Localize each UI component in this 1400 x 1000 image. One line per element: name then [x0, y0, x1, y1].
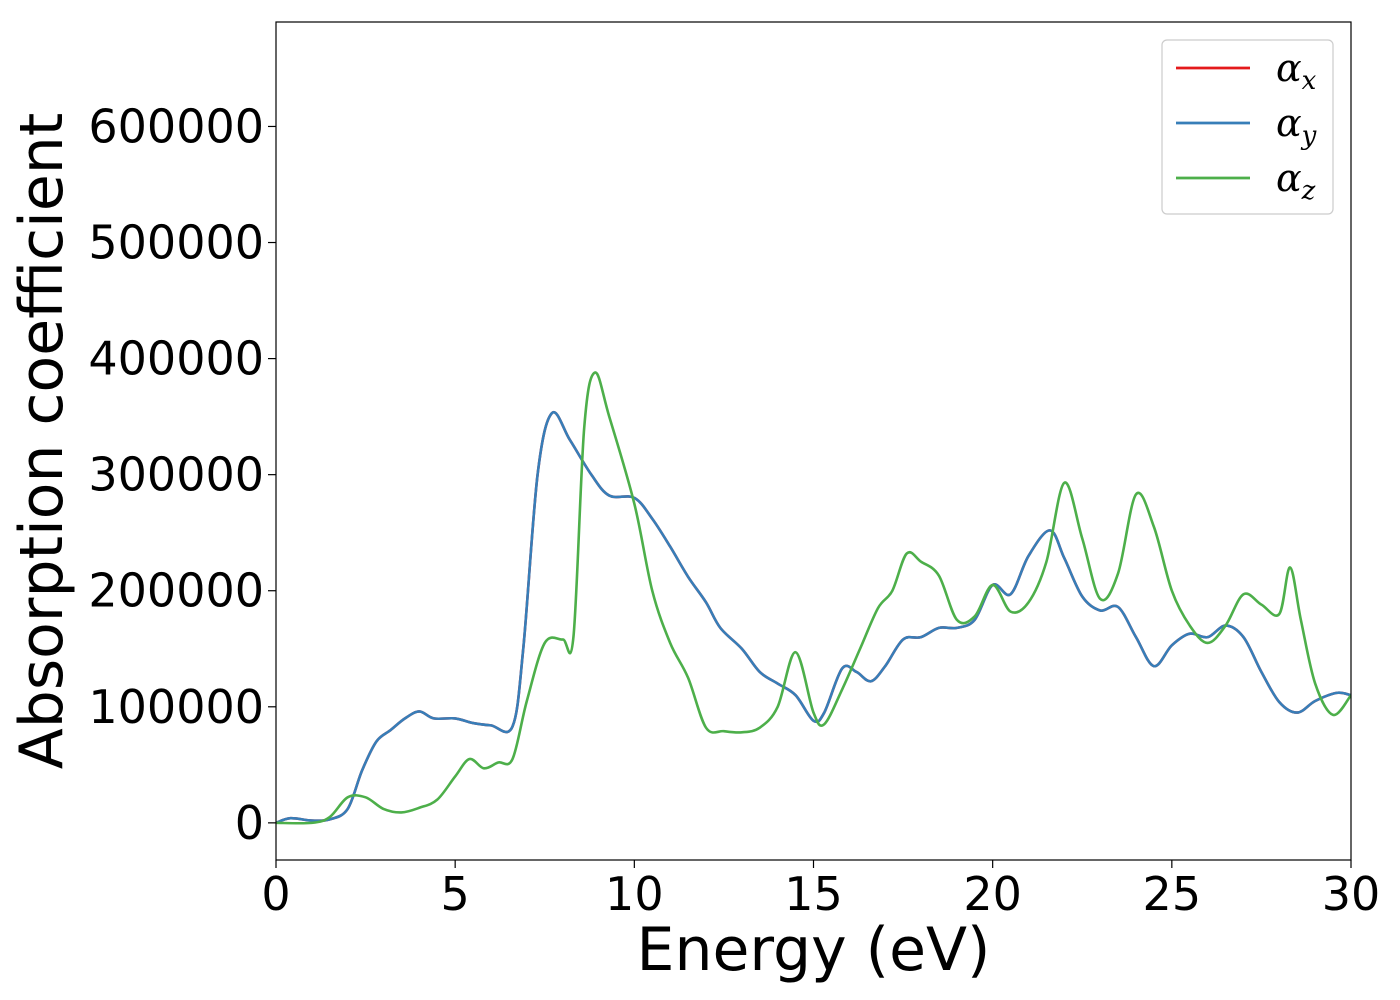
y-tick-label: 600000: [88, 99, 264, 153]
y-tick-label: 100000: [88, 680, 264, 734]
x-tick-label: 30: [1322, 867, 1381, 921]
x-tick-label: 5: [441, 867, 470, 921]
series-line-x: [276, 410, 1351, 825]
y-tick-label: 400000: [88, 332, 264, 386]
legend-label: αy: [1276, 101, 1317, 151]
legend-item-x: αx: [1176, 46, 1317, 96]
series-line-y: [276, 410, 1351, 825]
legend-box: [1161, 39, 1334, 215]
legend-item-y: αy: [1176, 101, 1317, 151]
x-tick-label: 20: [963, 867, 1022, 921]
y-axis-ticks: 0 100000 200000 300000 400000 500000 600000: [88, 99, 276, 850]
y-tick-label: 500000: [88, 216, 264, 270]
legend-label: αz: [1276, 156, 1316, 206]
legend-item-z: αz: [1176, 156, 1316, 206]
x-axis-ticks: 0 5 10 15 20 25 30: [261, 860, 1380, 921]
series-line-z: [276, 371, 1351, 825]
x-tick-label: 15: [784, 867, 843, 921]
y-tick-label: 200000: [88, 564, 264, 618]
x-axis-title: Energy (eV): [637, 915, 991, 985]
y-tick-label: 300000: [88, 448, 264, 502]
series-layer: [276, 371, 1351, 825]
x-tick-label: 0: [261, 867, 290, 921]
x-tick-label: 10: [605, 867, 664, 921]
legend-label: αx: [1276, 46, 1317, 96]
y-axis-title: Absorption coefficient: [7, 113, 77, 770]
y-tick-label: 0: [235, 796, 264, 850]
x-tick-label: 25: [1143, 867, 1202, 921]
